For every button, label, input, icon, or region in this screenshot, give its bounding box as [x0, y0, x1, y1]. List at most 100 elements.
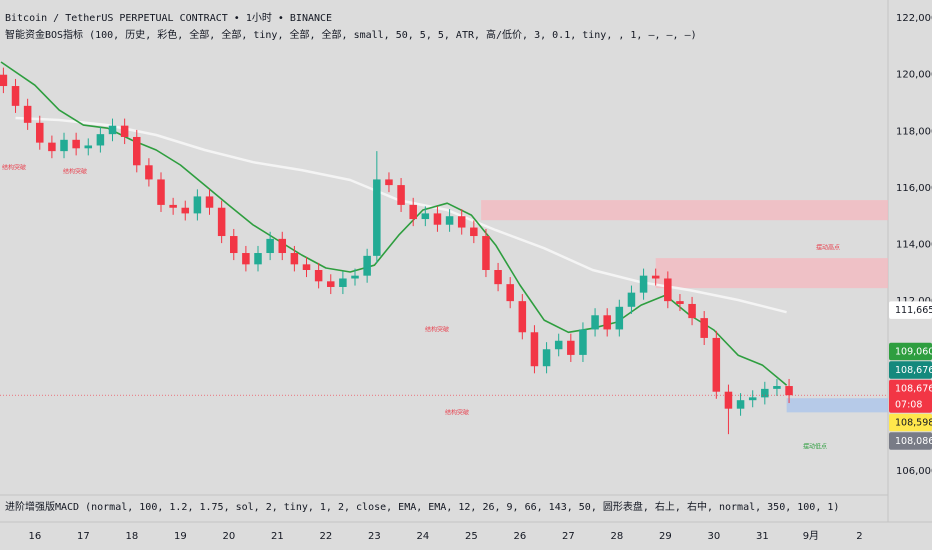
candle-body — [591, 315, 599, 330]
candle-body — [603, 315, 611, 330]
candle-body — [748, 397, 757, 401]
candle-body — [542, 349, 551, 367]
y-tick-label: 116,000.0 — [896, 183, 932, 194]
candle-body — [326, 281, 335, 287]
price-tag-label: 108,676.3 — [895, 365, 932, 376]
candle-body — [785, 386, 793, 396]
candle-body — [615, 306, 624, 330]
candle-body — [181, 207, 190, 214]
x-tick-label: 25 — [465, 531, 478, 542]
candle-body — [457, 216, 466, 228]
price-tag — [889, 342, 932, 361]
candle-body — [193, 196, 202, 214]
candle-body — [421, 213, 430, 220]
lower-pane-title: 进阶增强版MACD (normal, 100, 1.2, 1.75, sol, … — [5, 500, 839, 513]
indicator-title: 智能资金BOS指标 (100, 历史, 彩色, 全部, 全部, tiny, 全部… — [5, 28, 697, 41]
price-tag — [889, 361, 932, 379]
x-tick-label: 26 — [514, 531, 527, 542]
price-tag-label: 108,086.7 — [895, 436, 932, 447]
candle-body — [205, 196, 214, 208]
candle-body — [23, 105, 32, 123]
countdown-label: 07:08 — [895, 399, 922, 410]
x-tick-label: 2 — [856, 531, 862, 542]
zone — [655, 258, 888, 289]
candle-body — [133, 136, 141, 166]
x-tick-label: 9月 — [803, 530, 819, 542]
x-tick-label: 19 — [174, 531, 187, 542]
candle-body — [169, 204, 177, 208]
candle-body — [761, 388, 769, 398]
candle-body — [385, 179, 393, 186]
candle-body — [676, 301, 684, 304]
candle-body — [230, 236, 238, 254]
candle-body — [567, 340, 575, 355]
zone — [481, 200, 888, 221]
candle-body — [60, 139, 68, 152]
annotation: 结构突破 — [63, 168, 87, 176]
y-tick-label: 122,000.0 — [896, 13, 932, 24]
y-tick-label: 118,000.0 — [896, 126, 932, 137]
price-tag-label: 109,060.7 — [895, 347, 932, 358]
candle-body — [278, 238, 287, 254]
x-tick-label: 23 — [368, 531, 381, 542]
candle-body — [724, 391, 733, 409]
candle-body — [290, 253, 299, 265]
candle-body — [84, 145, 93, 149]
x-tick-label: 22 — [320, 531, 333, 542]
candle-body — [351, 275, 359, 279]
candle-body — [0, 74, 8, 87]
x-tick-label: 24 — [417, 531, 430, 542]
price-tag — [889, 301, 932, 319]
candle-body — [145, 165, 153, 180]
candle-body — [736, 400, 745, 409]
candle-body — [72, 139, 80, 149]
candle-body — [700, 318, 708, 338]
x-tick-label: 30 — [708, 531, 721, 542]
candle-body — [506, 284, 514, 302]
candle-body — [266, 238, 274, 254]
price-tag — [889, 413, 932, 432]
candle-body — [120, 125, 129, 137]
candle-body — [554, 340, 563, 350]
x-tick-label: 28 — [611, 531, 624, 542]
candle-body — [639, 275, 648, 293]
candle-body — [651, 275, 660, 279]
x-tick-label: 27 — [562, 531, 575, 542]
candle-body — [48, 142, 56, 152]
y-tick-label: 120,000.0 — [896, 70, 932, 81]
candle-body — [518, 301, 527, 333]
candle-body — [302, 264, 311, 270]
candle-body — [712, 337, 721, 392]
candle-body — [339, 278, 347, 287]
price-tag — [889, 432, 932, 450]
price-tag-label: 108,676.2 — [895, 383, 932, 394]
candle-body — [254, 253, 262, 265]
annotation: 结构突破 — [425, 326, 449, 334]
candle-body — [664, 278, 672, 302]
candle-body — [11, 86, 20, 106]
x-tick-label: 20 — [223, 531, 236, 542]
candle-body — [773, 386, 781, 389]
x-tick-label: 16 — [29, 531, 42, 542]
candle-body — [627, 292, 636, 307]
x-tick-label: 21 — [271, 531, 284, 542]
x-tick-label: 18 — [126, 531, 139, 542]
candle-body — [688, 303, 696, 319]
zone — [786, 398, 888, 413]
candle-body — [579, 329, 587, 355]
candle-body — [445, 216, 454, 225]
y-tick-label: 106,000.0 — [896, 466, 932, 477]
candle-body — [157, 179, 165, 205]
candle-body — [96, 134, 105, 146]
candle-body — [217, 207, 226, 237]
price-tag-label: 108,598.2 — [895, 418, 932, 429]
annotation: 结构突破 — [2, 164, 26, 172]
x-tick-label: 17 — [77, 531, 90, 542]
chart-title: Bitcoin / TetherUS PERPETUAL CONTRACT • … — [5, 12, 332, 24]
annotation: 摆动高点 — [816, 244, 840, 252]
candle-body — [409, 204, 417, 220]
price-tag — [889, 379, 932, 413]
